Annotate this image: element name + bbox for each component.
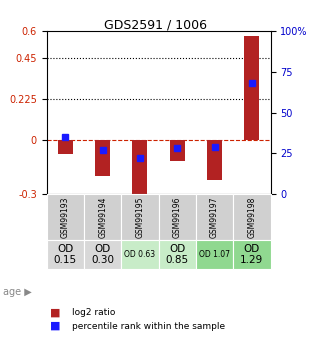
Bar [84, 194, 121, 240]
Text: GSM99194: GSM99194 [98, 196, 107, 238]
Bar [170, 140, 185, 161]
Bar [47, 240, 84, 269]
Text: GSM99193: GSM99193 [61, 196, 70, 238]
Text: GSM99198: GSM99198 [248, 196, 256, 238]
Text: ■: ■ [50, 307, 60, 317]
Text: GSM99197: GSM99197 [210, 196, 219, 238]
Text: age ▶: age ▶ [3, 287, 32, 296]
Text: ■: ■ [50, 321, 60, 331]
Text: percentile rank within the sample: percentile rank within the sample [72, 322, 225, 331]
Text: OD 1.07: OD 1.07 [199, 250, 230, 259]
Text: OD
0.85: OD 0.85 [166, 244, 189, 265]
Bar [58, 140, 73, 154]
Bar [233, 240, 271, 269]
Text: OD 0.63: OD 0.63 [124, 250, 156, 259]
Bar [121, 194, 159, 240]
Bar [196, 194, 233, 240]
Bar [47, 194, 84, 240]
Bar [84, 240, 121, 269]
Bar [233, 194, 271, 240]
Text: OD
0.15: OD 0.15 [54, 244, 77, 265]
Bar [121, 240, 159, 269]
Text: OD
1.29: OD 1.29 [240, 244, 263, 265]
Bar [159, 240, 196, 269]
Bar [244, 37, 259, 140]
Text: OD
0.30: OD 0.30 [91, 244, 114, 265]
Text: GSM99196: GSM99196 [173, 196, 182, 238]
Text: GDS2591 / 1006: GDS2591 / 1006 [104, 19, 207, 32]
Text: GSM99195: GSM99195 [136, 196, 144, 238]
Bar [207, 140, 222, 180]
Bar [95, 140, 110, 176]
Bar [132, 140, 147, 194]
Bar [159, 194, 196, 240]
Text: log2 ratio: log2 ratio [72, 308, 115, 317]
Bar [196, 240, 233, 269]
